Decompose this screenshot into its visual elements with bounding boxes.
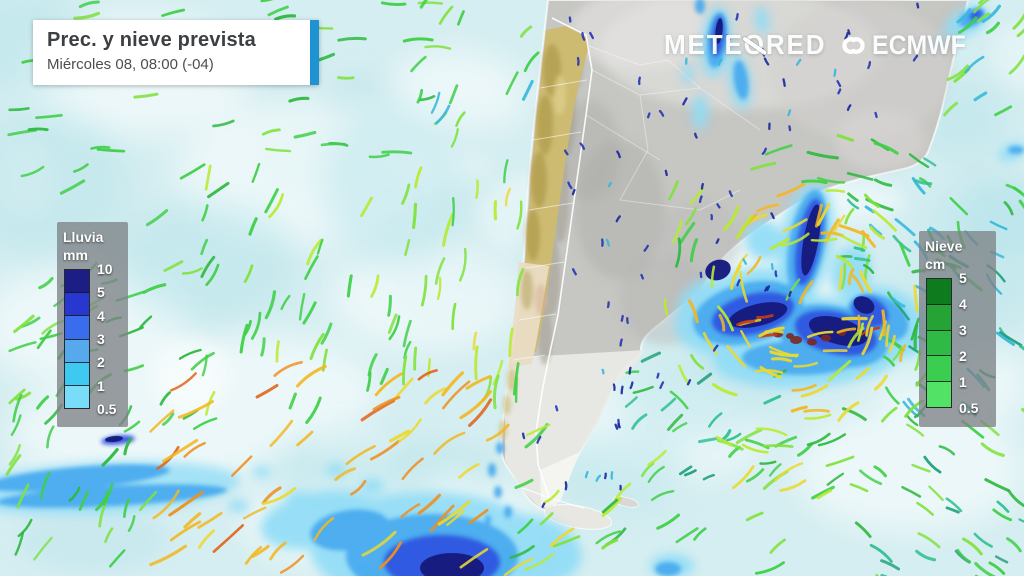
snow-scale-tick: 0.5 <box>959 400 979 416</box>
title-card-text: Prec. y nieve prevista Miércoles 08, 08:… <box>47 27 303 75</box>
ecmwf-logo: ECMWF <box>840 30 974 61</box>
rain-scale-tick: 2 <box>97 354 105 371</box>
meteored-text-pre: METE <box>664 29 744 60</box>
snow-legend: Nieve cm 5 4 3 2 1 0.5 <box>919 231 996 427</box>
rain-scale-tick: 0.5 <box>97 401 117 417</box>
snow-scale-tick: 2 <box>959 348 967 364</box>
snow-scale-cell <box>927 279 951 304</box>
meteored-logo: METEORED <box>664 29 826 61</box>
rain-color-scale: 10 5 4 3 2 1 0.5 <box>63 261 128 417</box>
page-title: Prec. y nieve prevista <box>47 29 256 51</box>
rain-scale-cell <box>65 270 89 293</box>
rain-scale-tick: 1 <box>97 377 105 394</box>
chile-region <box>499 17 761 498</box>
wind-dots-layer <box>521 2 920 509</box>
snow-legend-title: Nieve <box>925 238 963 254</box>
branding: METEORED ECMWF <box>664 29 974 61</box>
snow-scale-cell <box>927 303 951 330</box>
rain-color-bar <box>64 269 90 409</box>
snow-scale-tick: 4 <box>959 296 967 312</box>
rain-scale-cell <box>65 361 89 385</box>
snow-scale-tick: 3 <box>959 322 967 338</box>
meteored-o-glyph: O <box>742 29 768 61</box>
country-borders <box>585 45 761 211</box>
rain-scale-cell <box>65 292 89 316</box>
snow-scale-cell <box>927 355 951 382</box>
accent-bar <box>310 20 319 85</box>
meteored-text-post: RED <box>765 29 827 60</box>
ecmwf-globe-icon <box>842 36 865 54</box>
rain-scale-tick: 4 <box>97 307 105 324</box>
rain-scale-tick: 10 <box>97 261 113 277</box>
forecast-title-card: Prec. y nieve prevista Miércoles 08, 08:… <box>33 20 319 85</box>
rain-legend-title: Lluvia <box>63 229 104 245</box>
snow-color-scale: 5 4 3 2 1 0.5 <box>925 270 985 416</box>
forecast-datetime: Miércoles 08, 08:00 (-04) <box>47 56 214 73</box>
rain-legend: Lluvia mm 10 5 4 3 2 1 0.5 <box>57 222 128 427</box>
rain-scale-cell <box>65 338 89 362</box>
rain-legend-unit: mm <box>63 247 88 263</box>
snow-scale-cell <box>927 381 951 407</box>
rain-scale-cell <box>65 315 89 339</box>
snow-scale-cell <box>927 329 951 356</box>
snow-color-bar <box>926 278 952 408</box>
tierra-del-fuego <box>521 487 640 530</box>
rain-scale-cell <box>65 384 89 409</box>
rain-scale-tick: 3 <box>97 331 105 347</box>
snow-scale-tick: 1 <box>959 374 967 390</box>
snow-scale-tick: 5 <box>959 270 967 286</box>
region-borders <box>512 79 588 361</box>
snow-legend-unit: cm <box>925 256 946 272</box>
ecmwf-logo-text: ECMWF <box>871 29 966 60</box>
rain-scale-tick: 5 <box>97 284 105 301</box>
